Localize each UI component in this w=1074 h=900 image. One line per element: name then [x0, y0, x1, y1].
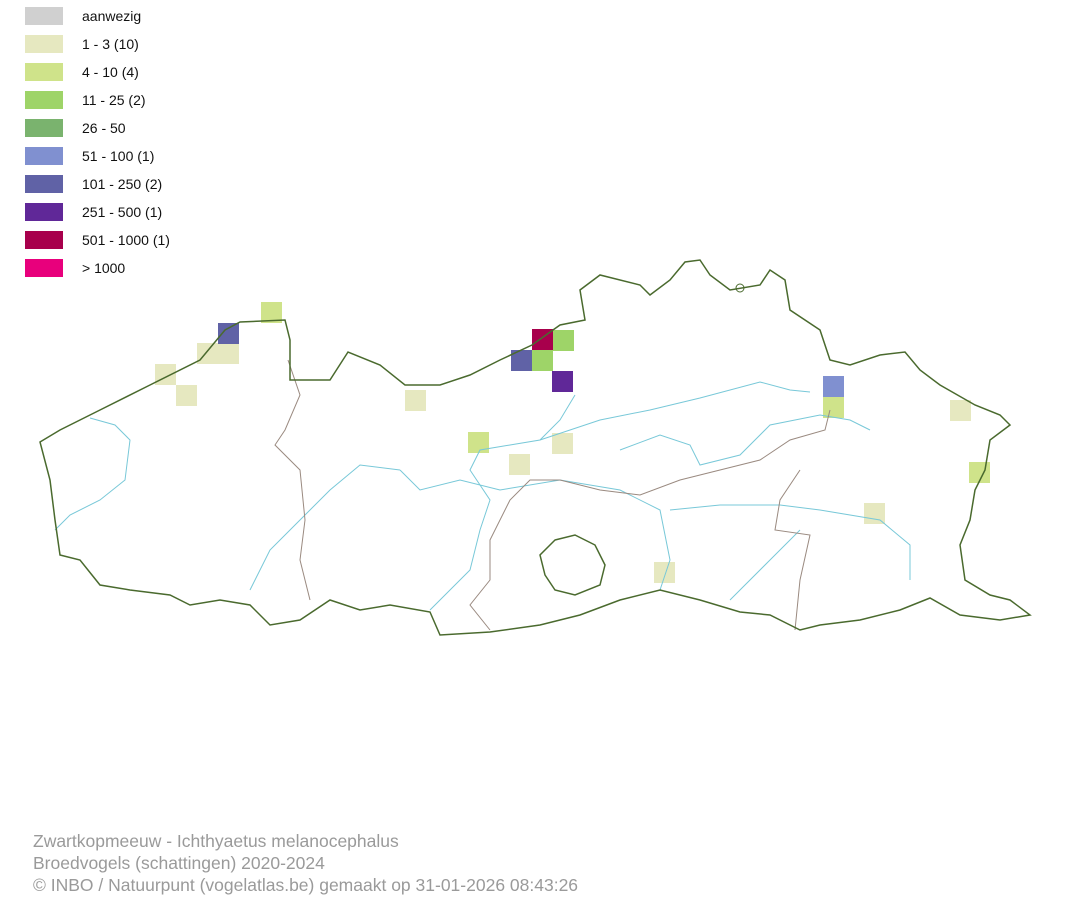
- legend-item: 4 - 10 (4): [25, 58, 225, 86]
- legend-item: 251 - 500 (1): [25, 198, 225, 226]
- grid-cell: [654, 562, 675, 583]
- grid-cells: [155, 302, 990, 583]
- province-boundary: [274, 359, 311, 601]
- legend-label: 501 - 1000 (1): [82, 232, 170, 248]
- legend-label: > 1000: [82, 260, 126, 276]
- grid-cell: [218, 343, 239, 364]
- legend-swatch: [25, 231, 63, 249]
- grid-cell: [552, 371, 573, 392]
- grid-cell: [553, 330, 574, 351]
- legend: aanwezig 1 - 3 (10) 4 - 10 (4) 11 - 25 (2) 2…: [25, 2, 225, 282]
- grid-cell: [155, 364, 176, 385]
- province-boundary: [469, 409, 831, 631]
- legend-swatch: [25, 63, 63, 81]
- river: [54, 417, 131, 531]
- river: [429, 394, 576, 611]
- legend-item: 501 - 1000 (1): [25, 226, 225, 254]
- legend-label: 11 - 25 (2): [82, 92, 146, 108]
- legend-label: 51 - 100 (1): [82, 148, 155, 164]
- grid-cell: [509, 454, 530, 475]
- brussels-boundary: [539, 534, 606, 596]
- legend-swatch: [25, 203, 63, 221]
- river: [669, 504, 911, 580]
- legend-item: 101 - 250 (2): [25, 170, 225, 198]
- legend-swatch: [25, 119, 63, 137]
- legend-swatch: [25, 91, 63, 109]
- legend-item: 11 - 25 (2): [25, 86, 225, 114]
- legend-item: 51 - 100 (1): [25, 142, 225, 170]
- grid-cell: [218, 323, 239, 344]
- legend-swatch: [25, 35, 63, 53]
- river: [729, 529, 801, 601]
- legend-label: aanwezig: [82, 8, 142, 24]
- grid-cell: [864, 503, 885, 524]
- river: [249, 464, 401, 591]
- grid-cell: [823, 376, 844, 397]
- grid-cell: [950, 400, 971, 421]
- grid-cell: [552, 433, 573, 454]
- legend-swatch: [25, 7, 63, 25]
- species-title: Zwartkopmeeuw - Ichthyaetus melanocephal…: [33, 831, 399, 851]
- legend-item: 1 - 3 (10): [25, 30, 225, 58]
- dataset-subtitle: Broedvogels (schattingen) 2020-2024: [33, 853, 325, 873]
- legend-swatch: [25, 147, 63, 165]
- river: [539, 381, 811, 441]
- grid-cell: [261, 302, 282, 323]
- flanders-boundary: [39, 259, 1032, 636]
- grid-cell: [468, 432, 489, 453]
- island: [735, 283, 745, 293]
- grid-cell: [532, 350, 553, 371]
- legend-swatch: [25, 259, 63, 277]
- grid-cell: [823, 397, 844, 418]
- legend-label: 101 - 250 (2): [82, 176, 163, 192]
- grid-cell: [405, 390, 426, 411]
- legend-swatch: [25, 175, 63, 193]
- legend-item: > 1000: [25, 254, 225, 282]
- grid-cell: [176, 385, 197, 406]
- legend-item: 26 - 50: [25, 114, 225, 142]
- grid-cell: [511, 350, 532, 371]
- copyright: © INBO / Natuurpunt (vogelatlas.be) gema…: [33, 875, 579, 895]
- map-caption: Zwartkopmeeuw - Ichthyaetus melanocephal…: [33, 830, 1033, 896]
- province-boundary: [774, 469, 811, 631]
- river: [399, 469, 671, 591]
- legend-item: aanwezig: [25, 2, 225, 30]
- grid-cell: [197, 343, 218, 364]
- legend-label: 251 - 500 (1): [82, 204, 163, 220]
- legend-label: 4 - 10 (4): [82, 64, 139, 80]
- legend-label: 1 - 3 (10): [82, 36, 139, 52]
- river: [619, 414, 871, 466]
- legend-label: 26 - 50: [82, 120, 126, 136]
